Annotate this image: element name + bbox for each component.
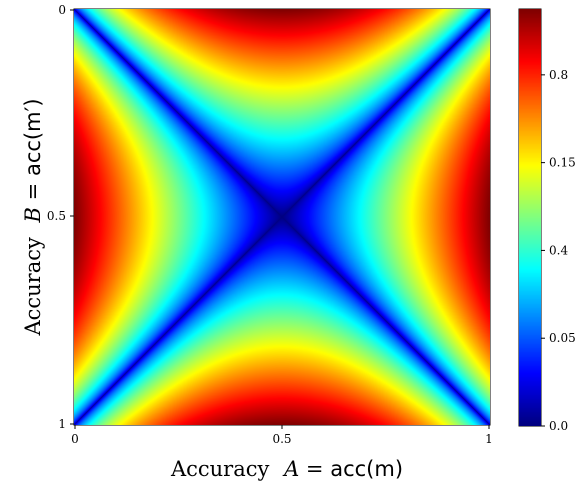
y-tick-label: 0 xyxy=(58,3,66,17)
y-axis-label-func: acc(m′) xyxy=(21,98,45,176)
heatmap xyxy=(74,9,490,425)
colorbar-tick-label: 0.0 xyxy=(549,419,568,433)
y-axis-label-var: B xyxy=(21,207,45,223)
colorbar-tick-label: 0.4 xyxy=(549,243,568,257)
colorbar-tick-label: 0.15 xyxy=(549,156,576,170)
y-axis-label-eq: = xyxy=(21,176,45,200)
colorbar xyxy=(519,9,541,426)
colorbar-tick-label: 0.8 xyxy=(549,68,568,82)
colorbar-tick-label: 0.05 xyxy=(549,331,576,345)
x-axis: 0 0.5 1 xyxy=(71,425,493,446)
x-axis-label-func: acc(m) xyxy=(330,457,403,481)
colorbar-ticks: 0.0 0.05 0.4 0.15 0.8 xyxy=(541,68,576,433)
y-tick-label: 1 xyxy=(58,417,66,431)
x-tick-label: 0.5 xyxy=(272,432,291,446)
x-tick-label: 1 xyxy=(485,432,493,446)
x-axis-label-prefix: Accuracy xyxy=(170,457,270,481)
y-axis: 0 0.5 1 xyxy=(47,3,74,431)
x-axis-label: Accuracy A = acc(m) xyxy=(170,457,403,481)
x-axis-label-eq: = xyxy=(306,457,330,481)
x-tick-label: 0 xyxy=(71,432,79,446)
y-tick-label: 0.5 xyxy=(47,209,66,223)
y-axis-label-prefix: Accuracy xyxy=(21,237,45,337)
x-axis-label-var: A xyxy=(282,457,299,481)
y-axis-label: Accuracy B = acc(m′) xyxy=(21,98,45,336)
